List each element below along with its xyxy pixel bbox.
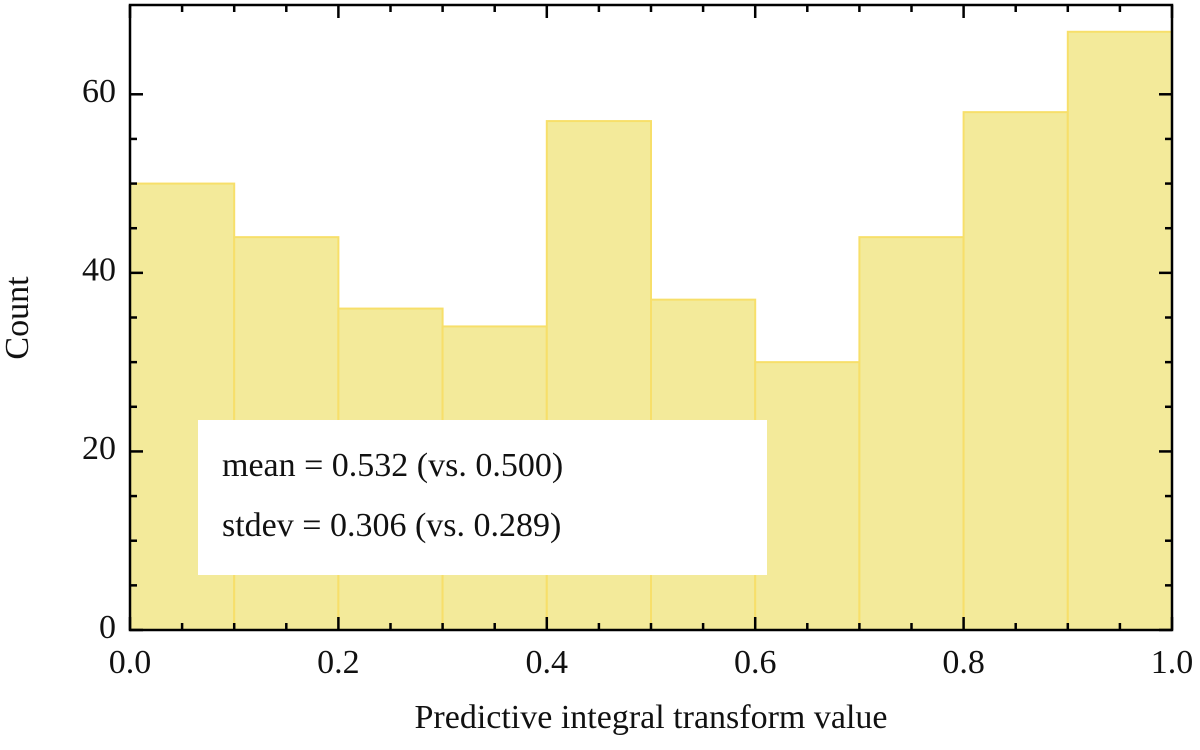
bar xyxy=(1066,30,1174,632)
y-axis-label: Count xyxy=(0,276,36,360)
bar xyxy=(858,236,965,631)
x-tick-label: 0.4 xyxy=(526,644,569,681)
y-tick-label: 40 xyxy=(82,252,116,289)
x-axis-label: Predictive integral transform value xyxy=(415,699,888,736)
y-tick-label: 0 xyxy=(99,609,116,646)
annotation-box xyxy=(198,420,767,575)
bar xyxy=(962,111,1069,631)
x-tick-label: 0.8 xyxy=(942,644,985,681)
x-tick-label: 0.2 xyxy=(317,644,360,681)
y-tick-label: 20 xyxy=(82,430,116,467)
annotation: mean = 0.532 (vs. 0.500) xyxy=(222,447,563,484)
x-tick-label: 0.0 xyxy=(109,644,152,681)
annotation: stdev = 0.306 (vs. 0.289) xyxy=(222,507,561,544)
bar xyxy=(754,361,861,631)
x-tick-label: 0.6 xyxy=(734,644,777,681)
x-tick-label: 1.0 xyxy=(1151,644,1194,681)
y-tick-label: 60 xyxy=(82,73,116,110)
